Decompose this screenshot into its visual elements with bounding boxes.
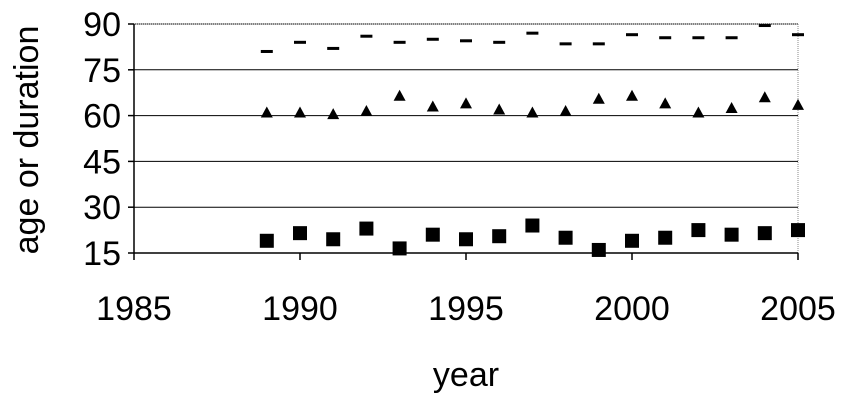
dash-point-1996 xyxy=(493,40,506,44)
triangle-point-2005 xyxy=(792,98,804,110)
y-tick-label-60: 60 xyxy=(83,98,121,136)
dash-point-2001 xyxy=(659,36,672,40)
data-points xyxy=(259,24,805,257)
dash-point-1995 xyxy=(460,39,472,43)
x-tick-label-2005: 2005 xyxy=(760,290,836,328)
triangle-point-1998 xyxy=(559,105,572,117)
y-tick-label-15: 15 xyxy=(83,235,121,273)
x-tick-labels: 1985 1990 1995 2000 2005 xyxy=(96,290,836,328)
x-tick-label-1990: 1990 xyxy=(262,290,338,328)
dash-point-1998 xyxy=(559,42,572,46)
triangle-point-1999 xyxy=(592,92,605,104)
dash-point-1999 xyxy=(592,42,605,46)
x-tick-label-1995: 1995 xyxy=(428,290,504,328)
dash-point-1994 xyxy=(426,37,439,41)
dash-point-2004 xyxy=(758,24,771,28)
triangle-point-1995 xyxy=(460,97,472,109)
square-point-1998 xyxy=(558,230,573,245)
triangle-point-2002 xyxy=(692,106,705,118)
triangle-point-1992 xyxy=(360,105,373,117)
square-point-2004 xyxy=(757,226,772,241)
y-axis-title: age or duration xyxy=(8,26,46,255)
dash-point-2002 xyxy=(692,36,705,40)
square-point-1995 xyxy=(459,232,473,247)
triangle-point-2001 xyxy=(659,97,672,109)
x-axis-title: year xyxy=(433,356,499,393)
square-point-1996 xyxy=(492,229,507,244)
dash-point-1989 xyxy=(260,49,273,53)
square-point-1989 xyxy=(259,233,274,248)
square-point-2003 xyxy=(724,227,739,242)
triangle-point-1993 xyxy=(393,89,406,101)
triangle-point-2003 xyxy=(725,101,738,113)
dash-point-1993 xyxy=(393,40,406,44)
y-tick-labels: 15 30 45 60 75 90 xyxy=(83,6,121,273)
dash-point-2000 xyxy=(626,33,638,37)
y-tick-label-90: 90 xyxy=(83,6,121,44)
triangle-point-1991 xyxy=(327,108,340,120)
triangle-point-1994 xyxy=(426,100,439,112)
triangle-point-2004 xyxy=(758,91,771,103)
square-point-2002 xyxy=(691,223,706,238)
square-point-1997 xyxy=(525,218,540,233)
square-point-1992 xyxy=(359,221,374,236)
square-point-2001 xyxy=(658,230,673,245)
triangle-point-1990 xyxy=(294,106,306,118)
y-tick-label-75: 75 xyxy=(83,52,121,90)
y-tick-label-30: 30 xyxy=(83,189,121,227)
square-point-2005 xyxy=(791,223,805,238)
square-point-1990 xyxy=(293,226,307,241)
dash-point-1997 xyxy=(526,31,539,35)
dash-point-2003 xyxy=(725,36,738,40)
dash-point-2005 xyxy=(792,33,804,37)
y-tick-label-45: 45 xyxy=(83,143,121,181)
dash-point-1991 xyxy=(327,46,340,50)
x-tick-label-2000: 2000 xyxy=(594,290,670,328)
x-tick-label-1985: 1985 xyxy=(96,290,172,328)
triangle-point-1996 xyxy=(493,103,506,115)
dash-point-1992 xyxy=(360,34,373,38)
triangle-point-2000 xyxy=(626,89,638,101)
triangle-point-1989 xyxy=(260,106,273,118)
square-point-2000 xyxy=(625,233,639,248)
dash-point-1990 xyxy=(294,40,306,44)
square-point-1991 xyxy=(326,232,341,247)
axes xyxy=(128,23,799,260)
square-point-1994 xyxy=(425,227,440,242)
triangle-point-1997 xyxy=(526,106,539,118)
square-point-1999 xyxy=(591,242,606,257)
square-point-1993 xyxy=(392,241,407,256)
